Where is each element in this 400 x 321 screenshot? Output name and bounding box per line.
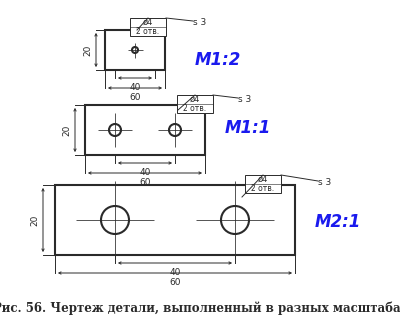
Text: 60: 60 [129, 93, 141, 102]
Text: s 3: s 3 [193, 18, 206, 27]
Text: 20: 20 [83, 44, 92, 56]
Text: 40: 40 [129, 83, 141, 92]
Text: s 3: s 3 [318, 178, 331, 187]
Text: 20: 20 [30, 214, 39, 226]
Text: 2 отв.: 2 отв. [252, 184, 274, 193]
Text: M1:2: M1:2 [195, 51, 241, 69]
Text: 60: 60 [139, 178, 151, 187]
Text: 2 отв.: 2 отв. [184, 104, 206, 113]
Bar [85, 105, 205, 155]
Bar [177, 95, 213, 113]
Bar [105, 30, 165, 70]
Text: 60: 60 [169, 278, 181, 287]
Text: 2 отв.: 2 отв. [136, 27, 160, 36]
Bar [245, 175, 281, 193]
Bar [55, 185, 295, 255]
Text: 40: 40 [169, 268, 181, 277]
Text: M2:1: M2:1 [315, 213, 361, 231]
Text: 20: 20 [62, 124, 71, 136]
Text: ø4: ø4 [190, 94, 200, 103]
Bar [130, 18, 166, 36]
Text: M1:1: M1:1 [225, 119, 271, 137]
Text: s 3: s 3 [238, 95, 251, 104]
Text: Рис. 56. Чертеж детали, выполненный в разных масштабах: Рис. 56. Чертеж детали, выполненный в ра… [0, 301, 400, 315]
Text: ø4: ø4 [143, 17, 153, 26]
Text: ø4: ø4 [258, 174, 268, 184]
Text: 40: 40 [139, 168, 151, 177]
